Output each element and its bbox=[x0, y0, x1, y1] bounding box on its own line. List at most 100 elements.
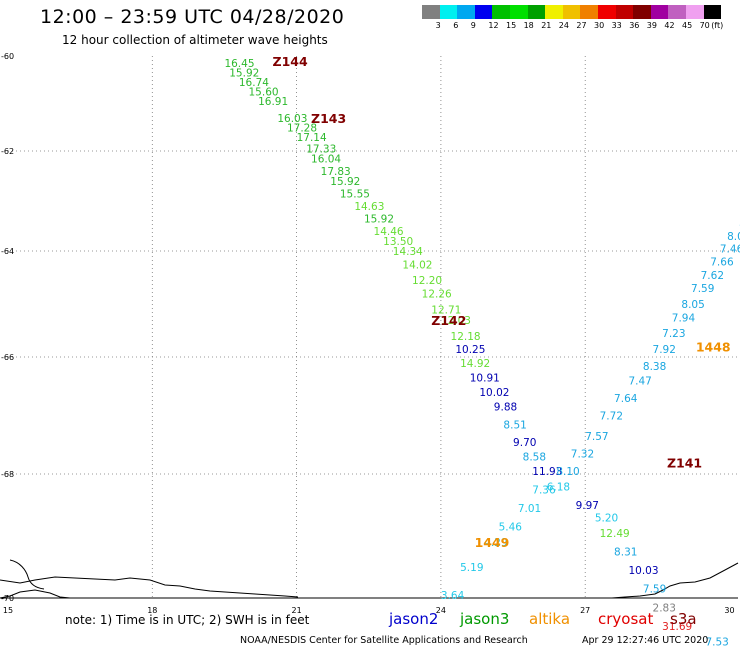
wave-height-label: 9.97 bbox=[576, 500, 599, 512]
lon-tick-label: 21 bbox=[292, 606, 302, 615]
legend-label: 15 bbox=[506, 21, 517, 30]
lon-tick-label: 30 bbox=[724, 606, 734, 615]
footer-note: note: 1) Time is in UTC; 2) SWH is in fe… bbox=[65, 613, 310, 627]
wave-height-label: 16.04 bbox=[311, 154, 341, 166]
generation-timestamp: Apr 29 12:27:46 UTC 2020 bbox=[582, 635, 709, 646]
wave-height-label: 7.72 bbox=[600, 411, 623, 423]
lat-tick-label: -64 bbox=[1, 247, 14, 256]
wave-height-label: 16.91 bbox=[258, 96, 288, 108]
wave-height-label: 7.66 bbox=[710, 257, 734, 269]
wave-height-label: 8.38 bbox=[643, 361, 666, 373]
wave-height-label: 9.88 bbox=[494, 402, 517, 414]
lat-tick-label: -66 bbox=[1, 353, 14, 362]
track-id-label: 1448 bbox=[696, 339, 731, 354]
wave-height-label: 15.92 bbox=[229, 68, 259, 80]
wave-height-label: 7.23 bbox=[662, 328, 685, 340]
legend-label: 3 bbox=[435, 21, 441, 30]
track-id-label: Z143 bbox=[311, 111, 346, 126]
wave-height-label: 15.60 bbox=[249, 87, 279, 99]
legend-label: 6 bbox=[453, 21, 459, 30]
wave-height-label: 17.33 bbox=[306, 144, 336, 156]
legend-label: 9 bbox=[470, 21, 476, 30]
lat-lon-grid bbox=[0, 56, 738, 599]
lon-tick-label: 24 bbox=[436, 606, 446, 615]
track-id-label: Z144 bbox=[273, 54, 308, 69]
color-legend bbox=[422, 5, 722, 19]
axis-tick-labels: -60 -62 -64 -66 -68 -70 15 18 21 24 27 30 bbox=[1, 52, 735, 615]
legend-label: 18 bbox=[523, 21, 534, 30]
wave-height-label: 7.92 bbox=[653, 344, 676, 356]
legend-swatch-11 bbox=[615, 5, 634, 19]
lat-tick-label: -70 bbox=[1, 594, 14, 603]
legend-swatch-15 bbox=[685, 5, 704, 19]
wave-height-label: 10.02 bbox=[479, 387, 509, 399]
observation-labels: 16.4515.9216.7415.6016.9116.0317.2817.14… bbox=[224, 58, 740, 648]
legend-swatch-1 bbox=[439, 5, 458, 19]
satellite-name-cryosat: cryosat bbox=[598, 610, 654, 628]
wave-height-label: 14.34 bbox=[393, 246, 423, 258]
wave-height-label: 10.03 bbox=[628, 565, 658, 577]
wave-height-label: 15.92 bbox=[364, 214, 394, 226]
wave-height-label: 16.45 bbox=[224, 58, 254, 70]
lat-tick-label: -62 bbox=[1, 147, 14, 156]
legend-label: 39 bbox=[646, 21, 657, 30]
satellite-name-jason3: jason3 bbox=[460, 610, 510, 628]
legend-label: 70 bbox=[699, 21, 710, 30]
antarctic-coastline bbox=[0, 559, 739, 599]
wave-height-label: 3.64 bbox=[441, 590, 465, 602]
wave-height-label: 14.46 bbox=[374, 226, 404, 238]
wave-height-label: 7.94 bbox=[672, 312, 696, 324]
wave-height-label: 4.29 bbox=[484, 537, 507, 549]
wave-height-label: 7.57 bbox=[585, 431, 608, 443]
satellite-name-s3a: s3a bbox=[670, 610, 697, 628]
wave-height-label: 12.03 bbox=[441, 315, 471, 327]
wave-height-label: 7.01 bbox=[518, 503, 541, 515]
wave-height-label: 9.70 bbox=[513, 437, 536, 449]
wave-height-label: 6.18 bbox=[547, 481, 570, 493]
legend-swatch-16 bbox=[703, 5, 722, 19]
legend-swatch-7 bbox=[545, 5, 563, 19]
wave-height-label: 12.71 bbox=[431, 304, 461, 316]
wave-height-label: 12.18 bbox=[451, 331, 481, 343]
wave-height-label: 16.03 bbox=[277, 113, 307, 125]
wave-height-label: 7.53 bbox=[705, 636, 728, 648]
wave-height-label: 7.59 bbox=[643, 584, 666, 596]
legend-swatch-5 bbox=[509, 5, 528, 19]
wave-height-label: 10.25 bbox=[455, 344, 485, 356]
legend-unit: (ft) bbox=[711, 21, 724, 30]
satellite-name-jason2: jason2 bbox=[389, 610, 439, 628]
wave-height-label: 8.05 bbox=[681, 299, 704, 311]
wave-height-label: 15.55 bbox=[340, 189, 370, 201]
lon-tick-label: 15 bbox=[3, 606, 13, 615]
wave-height-label: 7.47 bbox=[628, 375, 651, 387]
page-subtitle: 12 hour collection of altimeter wave hei… bbox=[62, 33, 328, 47]
track-id-label: Z142 bbox=[431, 313, 466, 328]
legend-label: 45 bbox=[682, 21, 693, 30]
wave-height-label: 15.92 bbox=[330, 176, 360, 188]
wave-height-label: 10.91 bbox=[470, 372, 500, 384]
wave-height-label: 16.74 bbox=[239, 77, 269, 89]
satellite-name-altika: altika bbox=[529, 610, 571, 628]
wave-height-label: 7.36 bbox=[532, 485, 556, 497]
legend-swatch-9 bbox=[580, 5, 598, 19]
legend-swatch-2 bbox=[457, 5, 475, 19]
wave-height-label: 5.46 bbox=[499, 522, 523, 534]
wave-height-label: 2.83 bbox=[653, 602, 676, 614]
wave-height-label: 7.59 bbox=[691, 283, 714, 295]
wave-height-label: 8.03 bbox=[727, 231, 740, 243]
legend-label: 24 bbox=[558, 21, 569, 30]
legend-label: 12 bbox=[488, 21, 499, 30]
legend-swatch-6 bbox=[527, 5, 546, 19]
track-id-label: 1449 bbox=[475, 535, 510, 550]
track-labels: Z144 Z143 Z142 Z141 1448 1449 bbox=[273, 54, 731, 550]
legend-label: 27 bbox=[576, 21, 587, 30]
lat-tick-label: -68 bbox=[1, 470, 14, 479]
legend-swatch-13 bbox=[650, 5, 669, 19]
wave-height-label: 7.46 bbox=[720, 244, 740, 256]
wave-height-label: 17.14 bbox=[297, 132, 327, 144]
lon-tick-label: 27 bbox=[580, 606, 590, 615]
wave-height-label: 5.20 bbox=[595, 512, 618, 524]
wave-height-label: 8.51 bbox=[503, 419, 526, 431]
legend-label: 30 bbox=[594, 21, 605, 30]
